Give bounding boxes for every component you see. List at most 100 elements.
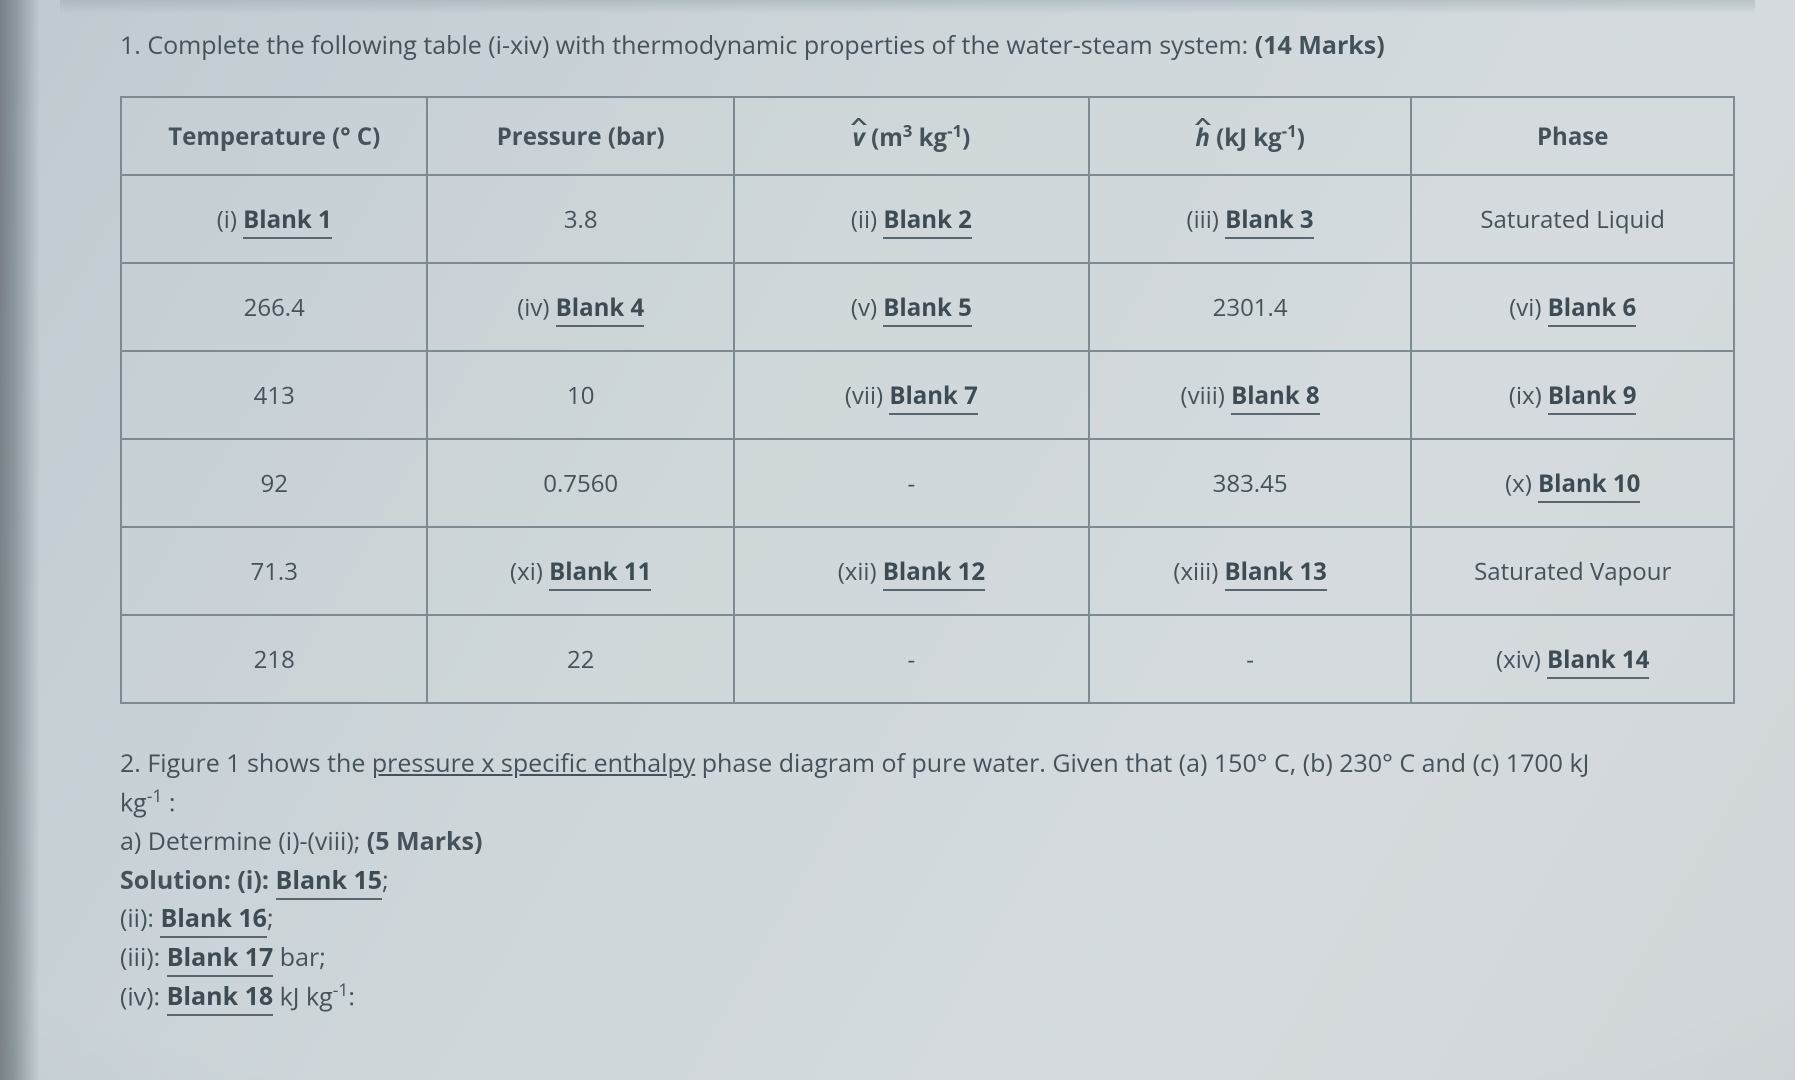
cell-value: 383.45 [1213, 467, 1288, 500]
q2-line3: a) Determine (i)-(viii); (5 Marks) [120, 822, 1735, 861]
blank-17[interactable]: Blank 17 [167, 940, 274, 977]
q2-line2: kg-1 : [120, 783, 1735, 822]
table-cell: (xi) Blank 11 [427, 527, 733, 615]
table-cell: 2301.4 [1089, 263, 1412, 351]
table-cell: (xiv) Blank 14 [1411, 615, 1734, 703]
table-cell: 10 [427, 351, 733, 439]
table-cell: - [1089, 615, 1412, 703]
cell-value: - [908, 467, 916, 500]
q2-l1c: C, (b) 230 [1267, 746, 1382, 780]
roman-numeral: (vi) [1509, 291, 1547, 324]
table-cell: 383.45 [1089, 439, 1412, 527]
blank-field[interactable]: Blank 3 [1225, 203, 1314, 239]
cell-value: 22 [567, 643, 594, 676]
th-specific-volume: v (m3 kg-1) [734, 97, 1089, 175]
q2-line5: (ii): Blank 16; [120, 899, 1735, 938]
roman-numeral: (xi) [510, 555, 549, 588]
blank-18[interactable]: Blank 18 [167, 979, 274, 1016]
cell-value: 71.3 [250, 555, 297, 588]
blank-field[interactable]: Blank 11 [549, 555, 651, 591]
v-hat-symbol: v [853, 121, 865, 154]
roman-numeral: (xiii) [1173, 555, 1224, 588]
th-v-exp: 3 [903, 119, 913, 142]
blank-field[interactable]: Blank 10 [1538, 467, 1640, 503]
q1-marks: (14 Marks) [1255, 28, 1385, 62]
blank-field[interactable]: Blank 8 [1231, 379, 1320, 415]
thermo-table: Temperature (° C) Pressure (bar) v (m3 k… [120, 96, 1735, 704]
cell-value: - [1246, 643, 1254, 676]
table-body: (i) Blank 13.8(ii) Blank 2(iii) Blank 3S… [121, 175, 1734, 703]
cell-value: Saturated Liquid [1480, 203, 1665, 236]
blank-field[interactable]: Blank 4 [556, 291, 645, 327]
roman-numeral: (i) [217, 203, 243, 236]
q2-l5semi: ; [267, 901, 274, 935]
table-row: (i) Blank 13.8(ii) Blank 2(iii) Blank 3S… [121, 175, 1734, 263]
table-cell: 218 [121, 615, 427, 703]
th-temp-b: C) [351, 120, 381, 153]
degree-icon: ° [1382, 746, 1393, 780]
table-cell: 3.8 [427, 175, 733, 263]
roman-numeral: (x) [1505, 467, 1538, 500]
th-v-neg: -1 [947, 119, 962, 142]
th-specific-enthalpy: h (kJ kg-1) [1089, 97, 1412, 175]
roman-numeral: (xii) [838, 555, 883, 588]
question-2-block: 2. Figure 1 shows the pressure x specifi… [120, 744, 1735, 1016]
table-cell: (ii) Blank 2 [734, 175, 1089, 263]
blank-field[interactable]: Blank 7 [889, 379, 978, 415]
cell-value: 266.4 [244, 291, 305, 324]
cell-value: Saturated Vapour [1474, 555, 1671, 588]
blank-15[interactable]: Blank 15 [276, 863, 383, 900]
table-cell: (ix) Blank 9 [1411, 351, 1734, 439]
table-cell: - [734, 439, 1089, 527]
cell-value: 92 [261, 467, 288, 500]
th-h-open: (kJ kg [1210, 121, 1282, 154]
th-h-neg: -1 [1282, 119, 1297, 142]
table-cell: 0.7560 [427, 439, 733, 527]
table-cell: (i) Blank 1 [121, 175, 427, 263]
th-h-close: ) [1297, 121, 1305, 154]
roman-numeral: (viii) [1181, 379, 1232, 412]
th-temperature: Temperature (° C) [121, 97, 427, 175]
q2-line4: Solution: (i): Blank 15; [120, 861, 1735, 900]
screen-left-edge [0, 0, 40, 1080]
q2-l6a: (iii): [120, 940, 167, 974]
q2-l1b: phase diagram of pure water. Given that … [695, 746, 1257, 780]
th-temp-a: Temperature ( [168, 120, 340, 153]
th-phase: Phase [1411, 97, 1734, 175]
table-cell: (iii) Blank 3 [1089, 175, 1412, 263]
blank-field[interactable]: Blank 5 [883, 291, 972, 327]
table-cell: (vi) Blank 6 [1411, 263, 1734, 351]
q2-l7neg: -1 [333, 978, 349, 1002]
th-v-open: (m [865, 121, 903, 154]
blank-field[interactable]: Blank 13 [1225, 555, 1327, 591]
blank-field[interactable]: Blank 1 [243, 203, 332, 239]
question-1-text: 1. Complete the following table (i-xiv) … [120, 28, 1735, 62]
cell-value: 2301.4 [1213, 291, 1288, 324]
roman-numeral: (ix) [1509, 379, 1548, 412]
q2-l7a: (iv): [120, 979, 167, 1013]
table-cell: (iv) Blank 4 [427, 263, 733, 351]
blank-16[interactable]: Blank 16 [160, 901, 267, 938]
table-cell: (xiii) Blank 13 [1089, 527, 1412, 615]
table-cell: (x) Blank 10 [1411, 439, 1734, 527]
blank-field[interactable]: Blank 12 [883, 555, 985, 591]
table-row: 218 22 - - (xiv) Blank 14 [121, 615, 1734, 703]
table-row: 266.4(iv) Blank 4(v) Blank 52301.4(vi) B… [121, 263, 1734, 351]
cell-value: 10 [567, 379, 594, 412]
q2-l7b: kJ kg [273, 979, 333, 1013]
q2-l4semi: ; [382, 863, 389, 897]
table-cell: Saturated Liquid [1411, 175, 1734, 263]
blank-field[interactable]: Blank 6 [1548, 291, 1637, 327]
q2-line7: (iv): Blank 18 kJ kg-1: [120, 977, 1735, 1016]
table-row: 41310(vii) Blank 7(viii) Blank 8(ix) Bla… [121, 351, 1734, 439]
screen-top-edge [60, 0, 1755, 14]
table-cell: 71.3 [121, 527, 427, 615]
blank-field[interactable]: Blank 14 [1547, 643, 1649, 679]
blank-field[interactable]: Blank 9 [1548, 379, 1637, 415]
q2-l4a: Solution: (i): [120, 863, 276, 897]
degree-icon: ° [1257, 746, 1268, 780]
q2-l3-marks: (5 Marks) [367, 824, 483, 858]
q2-l2neg: -1 [147, 784, 163, 808]
cell-value: - [908, 643, 916, 676]
blank-field[interactable]: Blank 2 [883, 203, 972, 239]
